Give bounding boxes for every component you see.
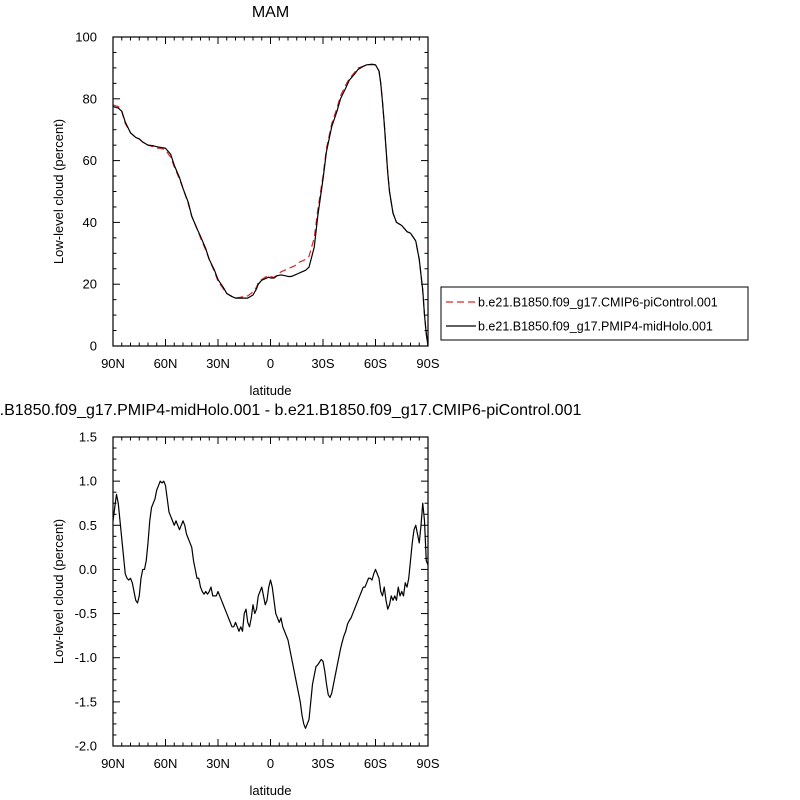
chart-title: MAM <box>252 4 289 21</box>
x-tick-label: 90S <box>416 756 439 771</box>
series-line-1 <box>113 63 428 346</box>
legend-entry-1: b.e21.B1850.f09_g17.PMIP4-midHolo.001 <box>478 320 713 334</box>
y-tick-label: 20 <box>83 277 97 292</box>
y-axis-label: Low-level cloud (percent) <box>51 119 66 264</box>
y-tick-label: 60 <box>83 153 97 168</box>
x-axis-label: latitude <box>250 383 292 398</box>
y-tick-label: -1.5 <box>75 694 97 709</box>
series-line-0 <box>113 480 428 729</box>
y-tick-label: 0.0 <box>79 562 97 577</box>
series-group <box>113 63 428 346</box>
plot-frame <box>112 36 429 347</box>
x-tick-label: 60N <box>154 356 178 371</box>
x-tick-label: 60N <box>154 756 178 771</box>
chart-title: b.e21.B1850.f09_g17.PMIP4-midHolo.001 - … <box>0 402 581 419</box>
y-tick-label: 100 <box>75 30 97 45</box>
y-tick-label: 1.0 <box>79 474 97 489</box>
y-tick-label: 0 <box>90 339 97 354</box>
x-tick-label: 60S <box>364 756 387 771</box>
bottom-chart: b.e21.B1850.f09_g17.PMIP4-midHolo.001 - … <box>0 402 581 798</box>
y-tick-label: 0.5 <box>79 518 97 533</box>
y-tick-label: 1.5 <box>79 430 97 445</box>
top-chart: MAM 90N 60N 30N 0 30S 60S 90S 0 20 40 60 80 100 latitu… <box>51 4 749 398</box>
y-tick-label: -0.5 <box>75 606 97 621</box>
legend-box <box>440 286 749 341</box>
x-axis-label: latitude <box>250 783 292 798</box>
x-tick-label: 90N <box>101 356 125 371</box>
x-tick-label: 0 <box>267 756 274 771</box>
series-group <box>113 480 428 729</box>
series-line-0 <box>113 64 428 346</box>
x-tick-label: 90S <box>416 356 439 371</box>
x-tick-label: 30S <box>311 356 334 371</box>
legend-entry-0: b.e21.B1850.f09_g17.CMIP6-piControl.001 <box>478 296 718 310</box>
x-tick-label: 90N <box>101 756 125 771</box>
y-axis-label: Low-level cloud (percent) <box>51 519 66 664</box>
x-tick-label: 0 <box>267 356 274 371</box>
x-tick-label: 30N <box>206 756 230 771</box>
plot-frame <box>112 436 429 747</box>
legend: b.e21.B1850.f09_g17.CMIP6-piControl.001b… <box>440 286 749 341</box>
y-tick-label: -2.0 <box>75 739 97 754</box>
x-tick-label: 60S <box>364 356 387 371</box>
x-tick-label: 30N <box>206 356 230 371</box>
x-tick-label: 30S <box>311 756 334 771</box>
y-tick-label: -1.0 <box>75 650 97 665</box>
y-tick-label: 80 <box>83 91 97 106</box>
y-tick-label: 40 <box>83 215 97 230</box>
